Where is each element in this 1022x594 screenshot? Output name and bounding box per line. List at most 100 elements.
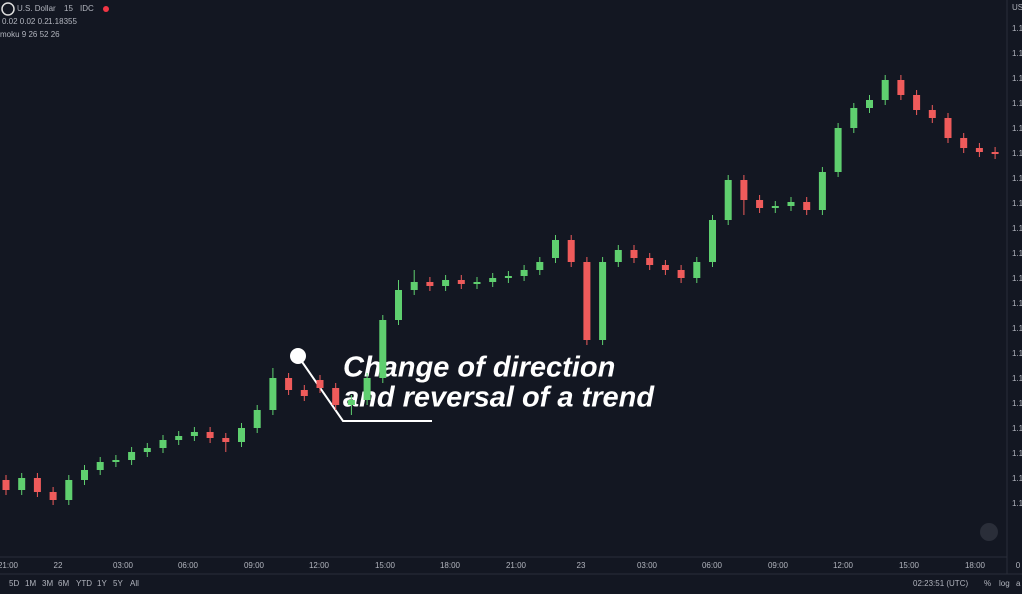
candle-body bbox=[897, 80, 905, 95]
indicator-name: moku 9 26 52 26 bbox=[0, 30, 60, 39]
market-status bbox=[103, 6, 109, 12]
candle-body bbox=[442, 280, 450, 286]
time-label: 09:00 bbox=[768, 561, 789, 570]
price-label: 1.11 bbox=[1012, 474, 1022, 483]
candle-body bbox=[33, 478, 41, 492]
candle-body bbox=[646, 258, 654, 265]
interval[interactable]: 15 bbox=[64, 4, 73, 13]
symbol[interactable]: U.S. Dollar bbox=[17, 4, 56, 13]
time-label: 03:00 bbox=[637, 561, 658, 570]
candle-body bbox=[771, 206, 779, 208]
candle-body bbox=[661, 265, 669, 270]
currency: US bbox=[1012, 3, 1022, 12]
auto-toggle[interactable]: a bbox=[1016, 579, 1021, 588]
candle-body bbox=[269, 378, 277, 410]
range-button[interactable]: 1M bbox=[25, 579, 36, 588]
price-label: 1.12 bbox=[1012, 299, 1022, 308]
candle-body bbox=[347, 400, 355, 405]
price-label: 1.13 bbox=[1012, 74, 1022, 83]
candle-body bbox=[300, 390, 308, 396]
price-label: 1.12 bbox=[1012, 349, 1022, 358]
symbol-icon[interactable] bbox=[1, 2, 15, 16]
time-label: 18:00 bbox=[440, 561, 461, 570]
candle-body bbox=[253, 410, 261, 428]
range-button[interactable]: 6M bbox=[58, 579, 69, 588]
candle-body bbox=[975, 148, 983, 152]
price-label: 1.13 bbox=[1012, 199, 1022, 208]
range-button[interactable]: 5D bbox=[9, 579, 19, 588]
candle-body bbox=[190, 432, 198, 436]
range-button[interactable]: 1Y bbox=[97, 579, 107, 588]
candle-body bbox=[630, 250, 638, 258]
candle-body bbox=[834, 128, 842, 172]
time-label: 21:00 bbox=[0, 561, 19, 570]
price-label: 1.11 bbox=[1012, 449, 1022, 458]
candle-body bbox=[81, 470, 88, 480]
candle-body bbox=[740, 180, 748, 200]
time-label: 03:00 bbox=[113, 561, 134, 570]
source: IDC bbox=[80, 4, 94, 13]
candle-body bbox=[536, 262, 544, 270]
candle-body bbox=[159, 440, 167, 448]
time-label: 09:00 bbox=[244, 561, 265, 570]
candle-body bbox=[614, 250, 622, 262]
price-label: 1.12 bbox=[1012, 324, 1022, 333]
candle-body bbox=[473, 282, 481, 284]
candle-body bbox=[316, 380, 324, 388]
candle-body bbox=[379, 320, 387, 378]
price-label: 1.12 bbox=[1012, 424, 1022, 433]
time-label: 12:00 bbox=[833, 561, 854, 570]
scroll-button[interactable] bbox=[980, 523, 998, 541]
candle-body bbox=[504, 276, 512, 278]
range-button[interactable]: 3M bbox=[42, 579, 53, 588]
annotation-line: Change of direction bbox=[343, 352, 615, 384]
time-label: 06:00 bbox=[702, 561, 723, 570]
candle-body bbox=[222, 438, 230, 442]
price-label: 1.13 bbox=[1012, 174, 1022, 183]
time-label: 22 bbox=[54, 561, 63, 570]
candle-body bbox=[803, 202, 811, 210]
range-button[interactable]: YTD bbox=[76, 579, 92, 588]
percent-toggle[interactable]: % bbox=[984, 579, 991, 588]
candle-body bbox=[960, 138, 968, 148]
candle-body bbox=[818, 172, 826, 210]
price-label: 1.13 bbox=[1012, 24, 1022, 33]
candle-body bbox=[756, 200, 764, 208]
candle-body bbox=[332, 388, 340, 405]
candle-body bbox=[65, 480, 73, 500]
candle-body bbox=[238, 428, 245, 442]
price-label: 1.12 bbox=[1012, 249, 1022, 258]
clock: 02:23:51 (UTC) bbox=[913, 579, 968, 588]
candle-body bbox=[395, 290, 402, 320]
candle-body bbox=[599, 262, 607, 340]
log-toggle[interactable]: log bbox=[999, 579, 1010, 588]
price-label: 1.12 bbox=[1012, 274, 1022, 283]
price-label: 1.11 bbox=[1012, 499, 1022, 508]
price-label: 1.13 bbox=[1012, 149, 1022, 158]
time-label: 18:00 bbox=[965, 561, 986, 570]
candle-body bbox=[677, 270, 685, 278]
candle-body bbox=[112, 460, 120, 462]
time-label: 21:00 bbox=[506, 561, 527, 570]
candle-body bbox=[128, 452, 136, 460]
candle-body bbox=[2, 480, 10, 490]
range-button[interactable]: 5Y bbox=[113, 579, 123, 588]
candle-body bbox=[206, 432, 214, 438]
candle-body bbox=[787, 202, 795, 206]
candle-body bbox=[567, 240, 575, 262]
candle-body bbox=[583, 262, 591, 340]
price-label: 1.12 bbox=[1012, 399, 1022, 408]
candle-body bbox=[410, 282, 418, 290]
candle-body bbox=[426, 282, 434, 286]
candle-body bbox=[693, 262, 701, 278]
candle-body bbox=[489, 278, 497, 282]
range-button[interactable]: All bbox=[130, 579, 139, 588]
time-label: 15:00 bbox=[375, 561, 396, 570]
candle-body bbox=[991, 152, 999, 154]
candle-body bbox=[552, 240, 559, 258]
candle-body bbox=[944, 118, 952, 138]
candle-body bbox=[285, 378, 293, 390]
